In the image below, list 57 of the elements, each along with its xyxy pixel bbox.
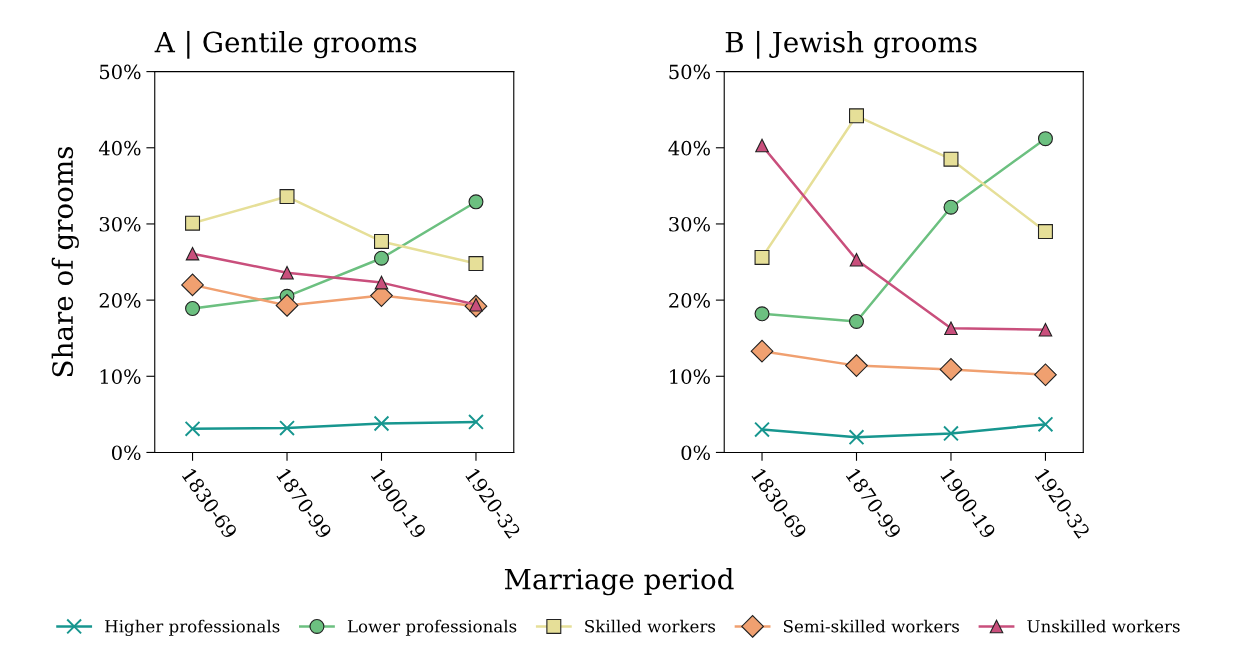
- point: [1034, 363, 1057, 387]
- point: [845, 354, 868, 377]
- y-tick-label: 50%: [99, 64, 141, 80]
- y-tick-label: 20%: [99, 293, 141, 308]
- point: [374, 275, 389, 290]
- legend-label: Unskilled workers: [1027, 619, 1180, 633]
- point: [849, 252, 864, 267]
- point: [280, 265, 294, 280]
- y-tick-label: 40%: [98, 140, 141, 156]
- point: [185, 215, 201, 231]
- point: [943, 151, 959, 167]
- point: [1037, 224, 1053, 240]
- point: [275, 294, 299, 317]
- y-tick-label: 10%: [670, 369, 710, 384]
- point: [1038, 323, 1053, 337]
- y-tick-label: 50%: [669, 64, 710, 80]
- point: [1037, 416, 1054, 433]
- y-tick-label: 0%: [681, 445, 710, 461]
- y-tick-label: 30%: [99, 216, 141, 232]
- point: [374, 250, 389, 266]
- y-tick-label: 20%: [669, 293, 710, 308]
- point: [849, 313, 864, 329]
- point: [279, 189, 295, 205]
- point: [944, 321, 958, 336]
- legend-label: Higher professionals: [105, 619, 280, 636]
- point: [849, 108, 864, 124]
- point: [750, 339, 774, 363]
- legend-label: Semi-skilled workers: [783, 619, 959, 633]
- point: [754, 421, 770, 438]
- point: [185, 300, 201, 316]
- point: [754, 249, 770, 265]
- point: [185, 246, 200, 261]
- point: [755, 138, 769, 153]
- point: [939, 358, 963, 381]
- y-tick-label: 0%: [111, 445, 141, 461]
- y-axis-title: Share of grooms: [51, 146, 79, 377]
- y-tick-label: 40%: [668, 140, 710, 156]
- y-tick-label: 30%: [669, 216, 710, 232]
- legend-label: Skilled workers: [585, 619, 716, 633]
- point: [468, 414, 484, 430]
- legend-label: Lower professionals: [347, 619, 517, 636]
- chart-title: B | Jewish grooms: [725, 30, 977, 59]
- point: [279, 420, 295, 436]
- point: [848, 429, 865, 446]
- point: [184, 420, 201, 437]
- point: [943, 425, 959, 442]
- point: [943, 199, 959, 215]
- x-axis-title: Marriage period: [504, 568, 734, 596]
- chart-title: A | Gentile grooms: [154, 30, 417, 59]
- point: [374, 233, 389, 249]
- point: [468, 194, 484, 210]
- point: [373, 415, 390, 432]
- point: [754, 306, 770, 322]
- point: [181, 273, 204, 297]
- point: [1037, 131, 1053, 147]
- point: [468, 256, 484, 272]
- y-tick-label: 10%: [100, 369, 141, 384]
